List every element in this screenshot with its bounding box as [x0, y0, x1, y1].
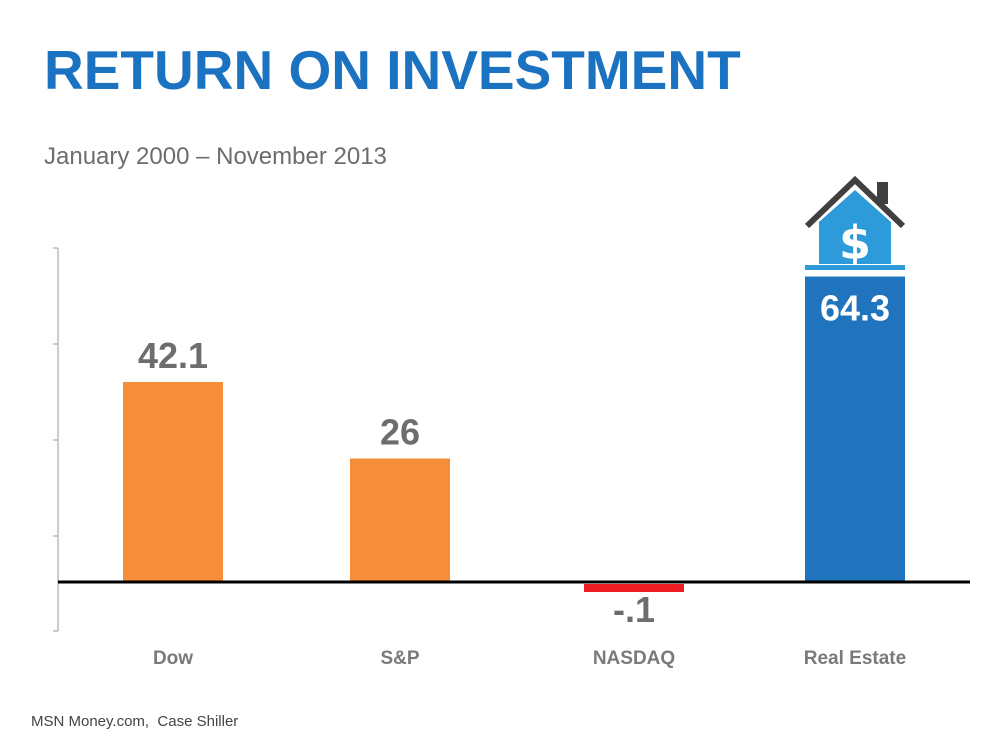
- bar-dow: [123, 382, 223, 582]
- x-tick-label: Dow: [153, 648, 193, 669]
- data-label: 42.1: [138, 335, 208, 376]
- bar-s-p: [350, 458, 450, 582]
- x-tick-label: S&P: [380, 648, 419, 669]
- x-tick-label: Real Estate: [804, 648, 906, 669]
- page-title: RETURN ON INVESTMENT: [44, 39, 741, 101]
- house-dollar-icon: $: [804, 175, 906, 270]
- source-note: MSN Money.com, Case Shiller: [31, 713, 239, 730]
- svg-text:$: $: [839, 216, 871, 270]
- bar-nasdaq: [584, 584, 684, 592]
- data-label: 26: [380, 411, 420, 452]
- chart-subtitle: January 2000 – November 2013: [44, 143, 387, 170]
- data-label: -.1: [613, 589, 655, 630]
- x-tick-label: NASDAQ: [593, 648, 675, 669]
- data-label: 64.3: [820, 288, 890, 329]
- bar-real-estate: [805, 276, 905, 582]
